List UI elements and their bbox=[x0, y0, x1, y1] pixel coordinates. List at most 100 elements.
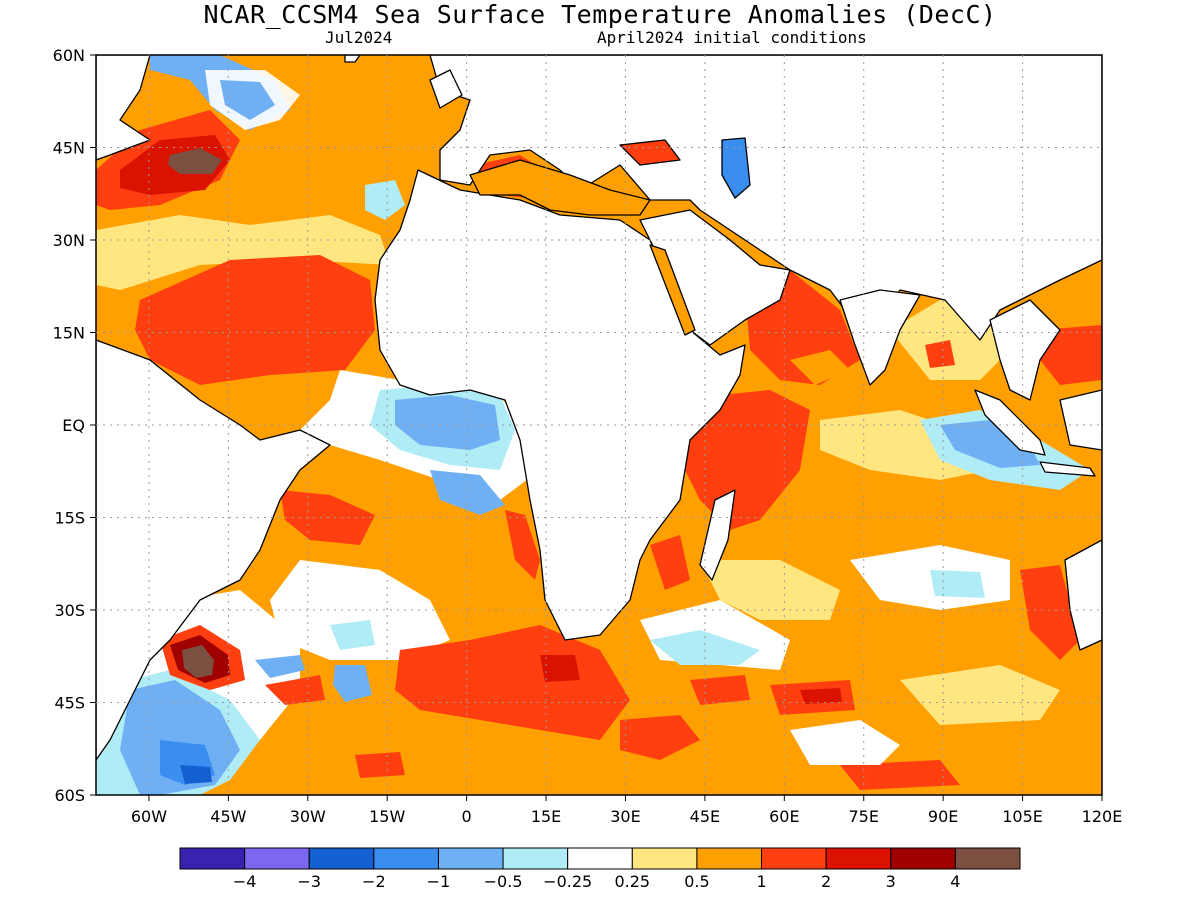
anomaly-gulf-stream-brown bbox=[168, 148, 222, 174]
lon-tick-label: 75E bbox=[849, 807, 879, 826]
lon-tick-label: 120E bbox=[1082, 807, 1123, 826]
lon-tick-label: 60E bbox=[769, 807, 799, 826]
colorbar-swatch bbox=[567, 847, 633, 870]
java-landmass bbox=[1039, 461, 1096, 477]
anomaly-satl-blue-patch-2 bbox=[255, 655, 305, 678]
british-isles-landmass bbox=[429, 69, 463, 109]
colorbar: −4 −3 −2 −1 −0.5 −0.25 0.25 0.5 1 2 3 4 bbox=[179, 847, 1021, 891]
lon-tick-label: 90E bbox=[928, 807, 958, 826]
colorbar-swatch bbox=[890, 847, 956, 870]
anomaly-guinea-blue bbox=[395, 395, 500, 450]
lon-tick-label: 45E bbox=[690, 807, 720, 826]
colorbar-swatch bbox=[179, 847, 246, 870]
colorbar-swatch bbox=[631, 847, 698, 870]
black-sea bbox=[619, 139, 681, 166]
anomaly-tropical-natlantic-red bbox=[135, 255, 375, 385]
anomaly-mozambique-red bbox=[650, 535, 690, 590]
colorbar-swatch bbox=[373, 847, 439, 870]
colorbar-label: −3 bbox=[297, 872, 321, 891]
red-sea bbox=[649, 244, 696, 336]
mediterranean-sea bbox=[469, 159, 651, 216]
colorbar-swatch bbox=[954, 847, 1021, 870]
anomaly-scs-red bbox=[1040, 325, 1102, 385]
colorbar-label: −1 bbox=[427, 872, 451, 891]
colorbar-swatch bbox=[825, 847, 892, 870]
anomaly-azores-cyan bbox=[365, 180, 405, 220]
land-masses bbox=[96, 55, 1102, 761]
anomaly-arabian-sea-orange-cut bbox=[790, 350, 850, 385]
colorbar-label: −4 bbox=[233, 872, 257, 891]
colorbar-label: −0.25 bbox=[543, 872, 592, 891]
anomaly-sw-atlantic-darkblue bbox=[180, 765, 212, 784]
forecast-month: Jul2024 bbox=[325, 28, 393, 47]
anomaly-labrador-blue-inner bbox=[220, 80, 275, 120]
anomaly-southern-ocean-red-3 bbox=[840, 760, 960, 790]
anomaly-satl-blue-patch bbox=[333, 665, 372, 702]
longitude-labels: 60W 45W 30W 15W 0 15E 30E 45E 60E 75E 90E 105E 120E bbox=[131, 807, 1122, 826]
south-america-landmass bbox=[96, 339, 331, 761]
colorbar-label: 2 bbox=[821, 872, 831, 891]
lat-tick-label: EQ bbox=[62, 416, 85, 435]
anomaly-australia-red bbox=[1020, 565, 1080, 660]
gridlines bbox=[90, 54, 1103, 801]
colorbar-label: 4 bbox=[950, 872, 960, 891]
lat-tick-label: 45N bbox=[53, 139, 85, 158]
lat-tick-label: 45S bbox=[54, 694, 85, 713]
colorbar-swatch bbox=[308, 847, 375, 870]
anomaly-s-indian-yellow bbox=[700, 560, 840, 620]
lat-tick-label: 60S bbox=[54, 786, 85, 805]
anomaly-satl-cyan bbox=[330, 620, 375, 650]
lon-tick-label: 0 bbox=[462, 807, 472, 826]
lon-tick-label: 15E bbox=[531, 807, 561, 826]
colorbar-label: −0.5 bbox=[484, 872, 523, 891]
lon-tick-label: 15W bbox=[369, 807, 405, 826]
colorbar-label: 0.5 bbox=[684, 872, 709, 891]
iceland-landmass bbox=[344, 55, 361, 63]
colorbar-label: 0.25 bbox=[614, 872, 650, 891]
anomaly-southern-ocean-red-2 bbox=[620, 715, 700, 760]
anomaly-s-indian-yellow-2 bbox=[900, 665, 1060, 725]
colorbar-swatch bbox=[696, 847, 763, 870]
map-title: NCAR_CCSM4 Sea Surface Temperature Anoma… bbox=[203, 0, 997, 29]
lon-tick-label: 30E bbox=[610, 807, 640, 826]
madagascar-landmass bbox=[699, 489, 736, 581]
anomaly-ne-atlantic-yellow bbox=[96, 215, 390, 290]
initial-conditions: April2024 initial conditions bbox=[597, 28, 867, 47]
anomaly-angola-blue bbox=[430, 470, 505, 515]
anomaly-angola-red bbox=[505, 510, 540, 580]
anomaly-s-indian-white-3 bbox=[790, 720, 900, 765]
colorbar-label: 1 bbox=[756, 872, 766, 891]
anomaly-southern-ocean-darkred-2 bbox=[800, 688, 842, 704]
lat-tick-label: 15S bbox=[54, 509, 85, 528]
lon-tick-label: 60W bbox=[131, 807, 167, 826]
anomaly-satl-red-patch bbox=[265, 675, 325, 705]
colorbar-swatch bbox=[502, 847, 569, 870]
latitude-labels: 60N 45N 30N 15N EQ 15S 30S 45S 60S bbox=[53, 46, 85, 805]
colorbar-swatch bbox=[761, 847, 827, 870]
anomaly-s-indian-cyan-2 bbox=[930, 570, 985, 598]
lat-tick-label: 30S bbox=[54, 601, 85, 620]
australia-landmass bbox=[1064, 539, 1102, 651]
lat-tick-label: 30N bbox=[53, 231, 85, 250]
anomaly-brazil-malvinas-brown bbox=[182, 645, 214, 678]
sumatra-landmass bbox=[974, 389, 1046, 456]
borneo-landmass bbox=[1059, 389, 1102, 451]
anomaly-s-indian-cyan bbox=[650, 630, 760, 665]
anomaly-southern-ocean-red-4 bbox=[355, 752, 405, 778]
indochina-landmass bbox=[989, 299, 1061, 401]
eurasia-landmass bbox=[429, 55, 1102, 371]
anomaly-southern-ocean-darkred bbox=[540, 655, 580, 682]
anomaly-bay-of-bengal-red bbox=[925, 340, 955, 368]
anomaly-southern-ocean-red-5 bbox=[690, 675, 750, 705]
lon-tick-label: 105E bbox=[1002, 807, 1043, 826]
anomaly-southern-ocean-red bbox=[395, 625, 630, 740]
anomaly-satl-white bbox=[270, 560, 450, 660]
north-america-landmass bbox=[96, 55, 151, 161]
colorbar-swatch bbox=[437, 847, 504, 870]
colorbar-label: −2 bbox=[362, 872, 386, 891]
caspian-sea bbox=[721, 137, 751, 199]
colorbar-swatch bbox=[244, 847, 310, 870]
anomaly-indonesia-blue bbox=[940, 420, 1040, 468]
india-landmass bbox=[839, 289, 921, 386]
